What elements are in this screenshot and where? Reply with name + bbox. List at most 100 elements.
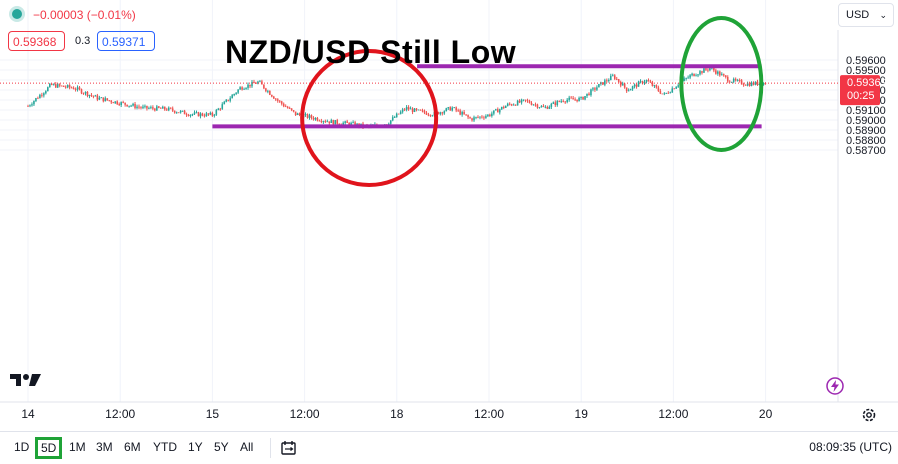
timeframe-all[interactable]: All [240,440,254,454]
candle-body [449,107,452,111]
candle-body [423,110,426,113]
candle-body [429,114,432,116]
candle-body [29,105,31,107]
candle-body [98,97,101,100]
candle-body [306,114,309,118]
candle-body [195,112,198,114]
candle-body [691,73,693,76]
bid-price-button[interactable]: 0.59368 [8,31,65,51]
timeframe-1y[interactable]: 1Y [188,440,203,454]
candle-body [701,71,703,73]
candle-body [413,108,416,112]
candle-body [744,84,747,86]
candle-body [653,85,656,87]
candle-body [669,92,672,94]
candle-body [167,107,170,111]
time-axis[interactable]: 14 12:00 15 12:00 18 12:00 19 12:00 20 [21,407,772,421]
candle-body [290,108,293,111]
candle-body [465,114,467,116]
candle-body [588,93,590,96]
timeframe-ytd[interactable]: YTD [153,440,177,454]
price-tick-label: 0.58800 [846,135,886,147]
candle-body [144,105,146,107]
candle-body [229,98,231,101]
candle-body [572,98,574,100]
candle-body [762,83,765,86]
candle-body [657,87,660,91]
currency-select[interactable]: USD ⌄ [838,3,894,27]
ask-price-button[interactable]: 0.59371 [97,31,155,51]
candle-body [419,109,422,111]
tradingview-logo[interactable] [10,372,42,393]
candle-body [647,80,650,82]
candle-body [439,112,442,115]
candle-body [534,104,537,106]
timeframe-1d[interactable]: 1D [14,440,30,454]
candle-body [721,74,723,76]
candle-body [578,97,580,102]
candle-body [324,121,327,123]
candle-body [516,100,519,106]
candle-body [43,93,45,96]
candle-body [257,81,259,84]
candle-body [639,81,642,83]
candle-body [265,88,267,92]
candle-body [163,106,166,110]
candle-body [124,102,126,105]
candle-body [391,117,394,121]
candle-body [609,75,612,81]
candle-body [397,113,400,115]
candle-body [263,84,265,89]
candle-body [631,86,634,90]
candle-body [510,104,513,106]
candle-body [635,84,638,87]
candle-body [245,87,247,89]
time-tick-label: 18 [390,407,404,421]
candle-body [463,112,465,115]
candle-body [564,101,567,103]
candle-body [602,82,604,85]
candle-body [606,80,608,82]
candle-body [536,104,539,108]
candle-body [199,113,202,117]
candle-body [467,115,469,118]
price-badge: 0.59369 00:25 [840,75,887,106]
candle-body [387,123,390,125]
gear-icon[interactable] [860,406,878,429]
timeframe-5y[interactable]: 5Y [214,440,229,454]
candle-body [504,105,507,108]
candle-body [401,109,404,112]
candle-body [451,107,454,111]
candle-body [318,120,321,122]
candle-body [354,122,356,127]
candle-body [483,117,485,119]
candle-body [431,115,434,117]
candle-body [405,107,408,110]
timeframe-1m[interactable]: 1M [69,440,86,454]
candle-body [590,89,592,96]
timeframe-6m[interactable]: 6M [124,440,141,454]
price-axis[interactable]: 0.596000.595000.594000.593000.592000.591… [846,55,886,157]
candle-body [671,88,674,93]
candle-body [417,109,420,111]
candle-body [108,100,111,102]
candle-body [709,68,711,71]
candle-body [249,84,251,87]
candle-body [655,85,658,88]
candle-body [259,81,261,83]
time-tick-label: 14 [21,407,35,421]
timeframe-3m[interactable]: 3M [96,440,113,454]
calendar-range-icon[interactable] [280,439,298,462]
candle-body [201,113,204,116]
candle-body [223,101,226,105]
candle-body [568,97,570,100]
candle-body [477,116,479,118]
candle-body [485,116,487,118]
lightning-icon[interactable] [826,377,844,400]
candle-body [310,115,313,118]
timeframe-5d[interactable]: 5D [35,437,63,459]
time-tick-label: 20 [759,407,773,421]
candle-body [538,107,541,109]
candle-body [211,112,214,116]
